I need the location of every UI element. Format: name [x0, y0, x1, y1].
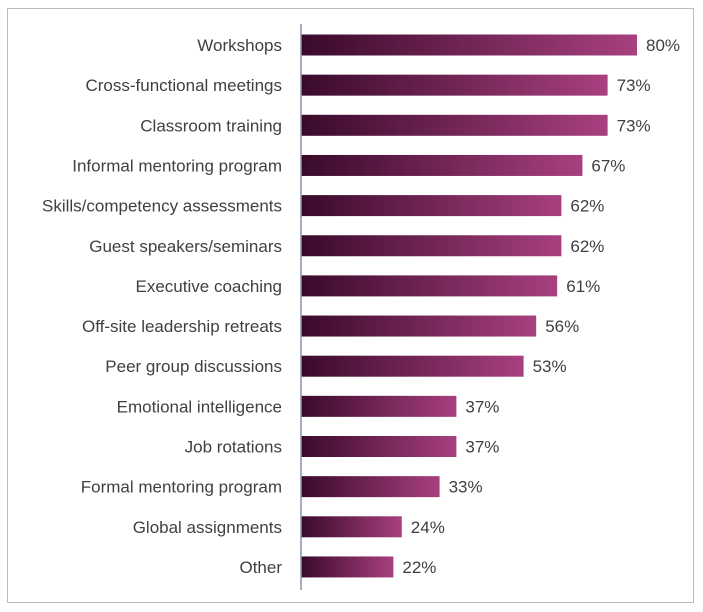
category-label-guest-speakers-seminars: Guest speakers/seminars [89, 237, 282, 256]
bars-group [301, 34, 637, 578]
value-label-emotional-intelligence: 37% [465, 397, 499, 416]
category-label-peer-group-discussions: Peer group discussions [105, 357, 282, 376]
value-label-informal-mentoring-program: 67% [591, 156, 625, 175]
category-label-emotional-intelligence: Emotional intelligence [117, 397, 282, 416]
category-label-classroom-training: Classroom training [140, 116, 282, 135]
value-label-peer-group-discussions: 53% [533, 357, 567, 376]
bar-other [301, 556, 394, 578]
bar-workshops [301, 34, 637, 56]
value-label-off-site-leadership-retreats: 56% [545, 317, 579, 336]
bar-guest-speakers-seminars [301, 235, 562, 257]
bar-informal-mentoring-program [301, 154, 583, 176]
category-label-off-site-leadership-retreats: Off-site leadership retreats [82, 317, 282, 336]
category-label-executive-coaching: Executive coaching [136, 277, 282, 296]
category-label-job-rotations: Job rotations [185, 438, 282, 457]
chart-frame [7, 8, 694, 603]
category-label-formal-mentoring-program: Formal mentoring program [81, 478, 282, 497]
value-label-job-rotations: 37% [465, 438, 499, 457]
value-label-classroom-training: 73% [617, 116, 651, 135]
bar-skills-competency-assessments [301, 195, 562, 217]
bar-formal-mentoring-program [301, 476, 440, 498]
bar-classroom-training [301, 114, 608, 136]
category-labels-group: Workshops Cross-functional meetings Classr… [42, 36, 282, 577]
category-label-other: Other [239, 558, 282, 577]
value-label-global-assignments: 24% [411, 518, 445, 537]
bar-global-assignments [301, 516, 402, 538]
value-labels-group: 80% 73% 73% 67% 62% 62% 61% 56% 53% 37% 37% 33% 24% 2… [402, 36, 680, 577]
category-label-cross-functional-meetings: Cross-functional meetings [85, 76, 282, 95]
value-label-guest-speakers-seminars: 62% [570, 237, 604, 256]
value-label-skills-competency-assessments: 62% [570, 197, 604, 216]
value-label-formal-mentoring-program: 33% [449, 478, 483, 497]
category-label-informal-mentoring-program: Informal mentoring program [72, 156, 282, 175]
value-label-executive-coaching: 61% [566, 277, 600, 296]
category-label-skills-competency-assessments: Skills/competency assessments [42, 197, 282, 216]
bar-emotional-intelligence [301, 395, 457, 417]
bar-peer-group-discussions [301, 355, 524, 377]
category-label-workshops: Workshops [197, 36, 282, 55]
bar-job-rotations [301, 436, 457, 457]
bar-off-site-leadership-retreats [301, 315, 537, 337]
bar-executive-coaching [301, 275, 558, 297]
bar-cross-functional-meetings [301, 74, 608, 96]
category-label-global-assignments: Global assignments [133, 518, 282, 537]
value-label-other: 22% [402, 558, 436, 577]
value-label-cross-functional-meetings: 73% [617, 76, 651, 95]
value-label-workshops: 80% [646, 36, 680, 55]
